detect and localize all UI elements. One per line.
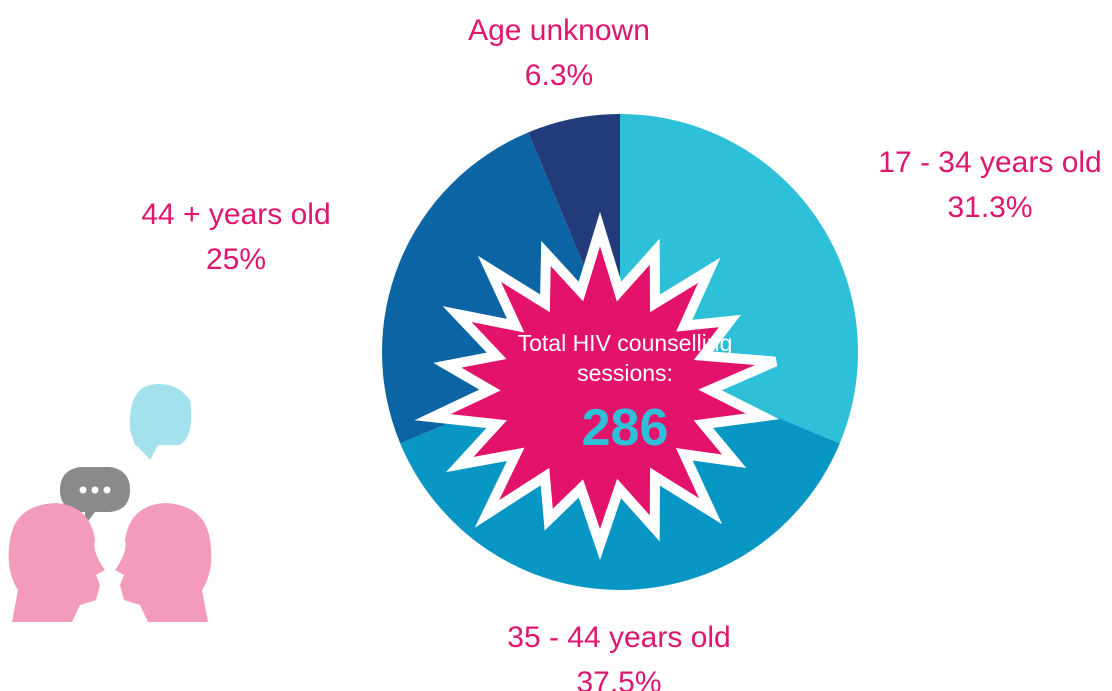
value-label: 37.5% <box>576 666 662 691</box>
slice-label: 35 - 44 years old 37.5% <box>469 615 769 691</box>
head <box>8 503 105 622</box>
category-label: 35 - 44 years old <box>507 621 731 654</box>
people-icon <box>8 384 212 622</box>
center-label: Total HIV counselling sessions: <box>517 330 733 386</box>
category-label: Age unknown <box>468 14 650 47</box>
category-label: 17 - 34 years old <box>878 146 1102 179</box>
slice-label: Age unknown 6.3% <box>409 8 709 98</box>
slice-label: 44 + years old 25% <box>86 192 386 282</box>
head <box>115 503 212 622</box>
value-label: 31.3% <box>947 191 1033 224</box>
slice-label: 17 - 34 years old 31.3% <box>840 140 1112 230</box>
value-label: 25% <box>205 243 267 276</box>
total: 286 <box>581 399 669 457</box>
value-label: 6.3% <box>524 59 594 92</box>
speech-bubble <box>129 384 192 460</box>
starburst <box>414 211 780 561</box>
category-label: 44 + years old <box>141 198 331 231</box>
